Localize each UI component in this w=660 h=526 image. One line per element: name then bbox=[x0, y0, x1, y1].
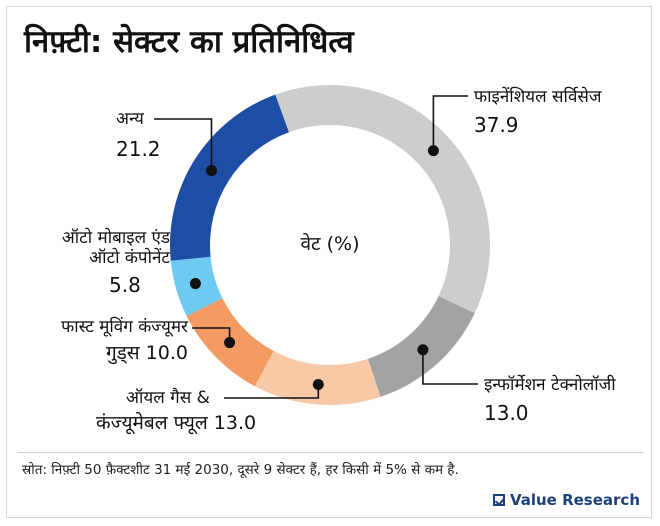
label-others: अन्य 21.2 bbox=[116, 109, 161, 161]
source-note: स्रोत: निफ़्टी 50 फ़ैक्टशीट 31 मई 2030, … bbox=[22, 462, 459, 478]
label-auto: ऑटो मोबाइल एंड ऑटो कंपोनेंट bbox=[20, 228, 170, 268]
label-fmcg-line1: फास्ट मूविंग कंज्यूमर bbox=[61, 317, 188, 337]
checkbox-icon bbox=[492, 494, 505, 506]
label-auto-line2: ऑटो कंपोनेंट bbox=[89, 247, 170, 268]
slice-oil-gas bbox=[254, 350, 381, 406]
label-oil-gas-line1: ऑयल गैस & bbox=[126, 388, 210, 408]
label-fmcg-line2: गुड्स 10.0 bbox=[105, 341, 188, 364]
footer-divider bbox=[18, 452, 644, 453]
label-information-technology-name: इन्फॉर्मेशन टेक्नोलॉजी bbox=[484, 375, 616, 395]
label-financial-services-name: फाइनेंशियल सर्विसेज bbox=[474, 87, 602, 107]
label-auto-line1: ऑटो मोबाइल एंड bbox=[61, 228, 170, 248]
leader-dot-financial-services bbox=[427, 145, 439, 157]
leader-dot-oil-gas bbox=[312, 379, 324, 391]
leader-dot-others bbox=[206, 164, 218, 176]
chart-title: निफ़्टी: सेक्टर का प्रतिनिधित्व bbox=[24, 24, 354, 60]
brand-name: Value Research bbox=[509, 491, 640, 509]
label-fmcg: फास्ट मूविंग कंज्यूमर गुड्स 10.0 bbox=[20, 317, 188, 364]
label-financial-services: फाइनेंशियल सर्विसेज 37.9 bbox=[474, 87, 602, 137]
leader-line-others bbox=[154, 118, 213, 171]
label-financial-services-value: 37.9 bbox=[474, 112, 519, 137]
slice-others bbox=[170, 94, 289, 261]
leader-dot-information-technology bbox=[417, 344, 429, 356]
brand-logo: Value Research bbox=[492, 491, 640, 509]
label-auto-value: 5.8 bbox=[109, 273, 141, 297]
leader-line-information-technology bbox=[422, 349, 478, 385]
label-others-value: 21.2 bbox=[116, 136, 161, 161]
label-information-technology: इन्फॉर्मेशन टेक्नोलॉजी 13.0 bbox=[484, 375, 616, 425]
label-others-name: अन्य bbox=[116, 109, 144, 129]
leader-line-financial-services bbox=[432, 95, 468, 151]
label-information-technology-value: 13.0 bbox=[484, 400, 529, 425]
label-oil-gas: ऑयल गैस & कंज्यूमेबल फ्यूल 13.0 bbox=[96, 388, 257, 434]
leader-dot-fmcg bbox=[224, 337, 236, 349]
slice-financial-services bbox=[275, 84, 490, 314]
leader-dot-auto bbox=[189, 278, 201, 290]
center-label: वेट (%) bbox=[300, 233, 360, 255]
label-oil-gas-line2: कंज्यूमेबल फ्यूल 13.0 bbox=[96, 411, 257, 434]
card-frame bbox=[6, 6, 652, 518]
